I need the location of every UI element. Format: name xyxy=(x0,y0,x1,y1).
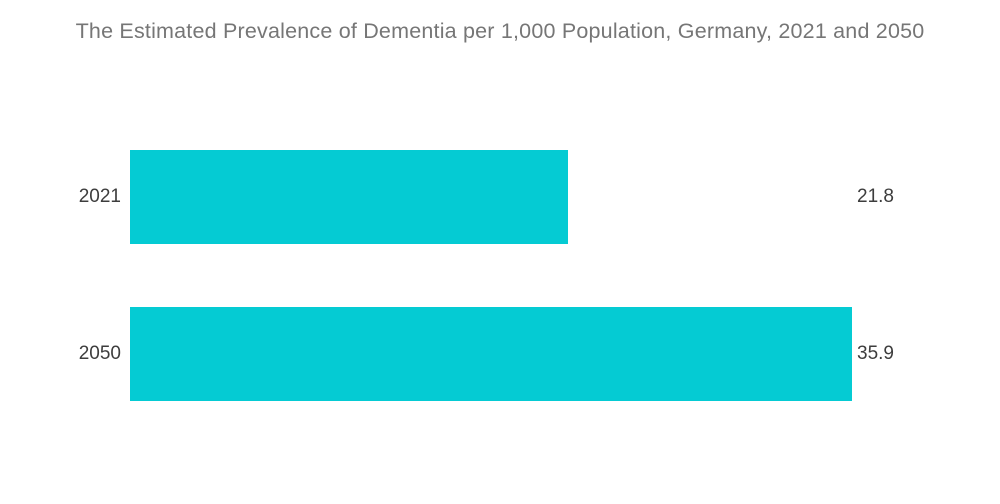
chart-title: The Estimated Prevalence of Dementia per… xyxy=(75,19,925,43)
bar-2021 xyxy=(130,150,569,244)
category-label-2050: 2050 xyxy=(78,343,121,364)
bar-2050 xyxy=(130,307,852,401)
category-label-2021: 2021 xyxy=(78,186,121,207)
bar-row-2021: 2021 21.8 xyxy=(0,150,1000,244)
bar-row-2050: 2050 35.9 xyxy=(0,307,1000,401)
bar-track-2050 xyxy=(130,307,852,401)
bar-track-2021 xyxy=(130,150,852,244)
value-label-2050: 35.9 xyxy=(857,343,894,364)
value-label-2021: 21.8 xyxy=(857,186,894,207)
plot-area: 2021 21.8 2050 35.9 xyxy=(0,150,1000,401)
